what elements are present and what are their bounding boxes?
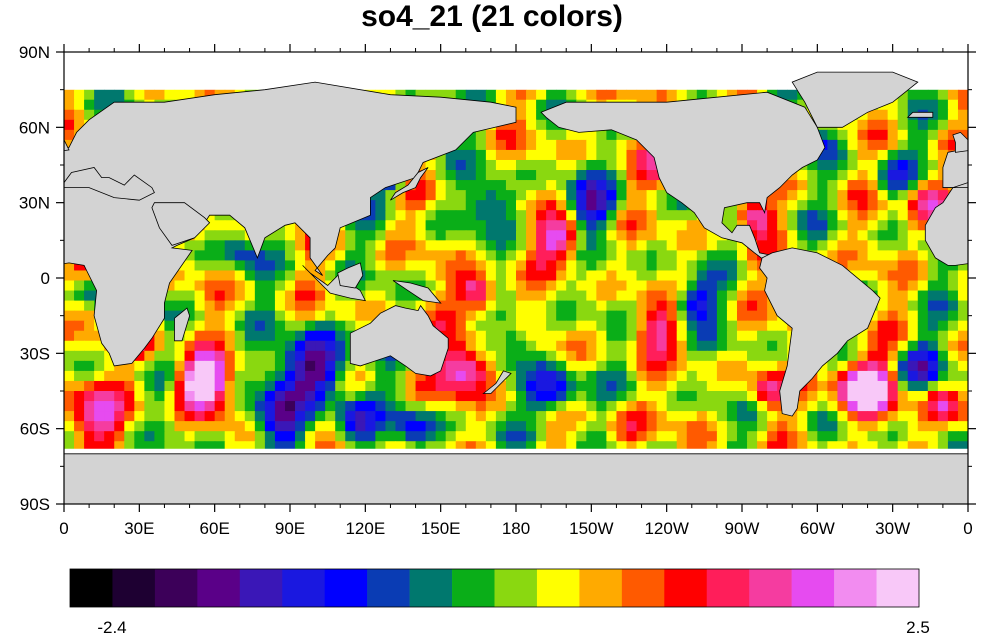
- land-iceland: [4, 112, 29, 117]
- land-borneo: [337, 262, 364, 289]
- colorbar: -2.4 2.5: [69, 568, 930, 634]
- land-uk: [64, 139, 70, 152]
- lat-label: 30S: [20, 344, 50, 363]
- colorbar-swatch: [154, 569, 198, 607]
- land-europe-patch: [64, 167, 155, 201]
- land-antarctica: [967, 453, 968, 504]
- land-north-america: [540, 91, 826, 261]
- lon-label: 0: [963, 519, 972, 538]
- lon-ticks: 0 30E 60E 90E 120E 150E 180 150W 120W 90W 60W 30W 0: [59, 44, 973, 538]
- land-africa-europe-asia: [64, 81, 517, 367]
- colorbar-swatch: [876, 569, 920, 607]
- colorbar-min-label: -2.4: [97, 618, 126, 634]
- colorbar-frame: [69, 568, 920, 608]
- colorbar-swatch: [834, 569, 877, 607]
- lat-label: 90S: [20, 495, 50, 514]
- lon-label: 60E: [200, 519, 230, 538]
- lon-label: 180: [502, 519, 530, 538]
- land-antarctica: [64, 453, 968, 504]
- colorbar-swatch: [536, 569, 580, 607]
- colorbar-swatch: [791, 569, 835, 607]
- colorbar-swatch: [579, 569, 623, 607]
- land-arabia-gap: [151, 202, 211, 246]
- colorbar-max-label: 2.5: [906, 618, 930, 634]
- colorbar-swatch: [621, 569, 665, 607]
- colorbar-swatch: [494, 569, 538, 607]
- land-australia: [349, 304, 449, 377]
- colorbar-swatch: [367, 569, 410, 607]
- lon-label: 120W: [644, 519, 688, 538]
- colorbar-swatch: [409, 569, 453, 607]
- colorbar-swatch: [452, 569, 495, 607]
- land-layer: [0, 71, 968, 504]
- lat-ticks: 90N 60N 30N 0 30S 60S 90S: [19, 43, 976, 514]
- lat-label: 60S: [20, 420, 50, 439]
- colorbar-swatch: [197, 569, 241, 607]
- lon-label: 120E: [345, 519, 385, 538]
- land-africa-europe-asia: [924, 147, 968, 266]
- land-south-america: [759, 247, 881, 417]
- plot-title: so4_21 (21 colors): [361, 0, 623, 33]
- colorbar-swatch: [664, 569, 708, 607]
- lon-label: 30W: [875, 519, 910, 538]
- lat-label: 90N: [19, 43, 50, 62]
- lon-label: 90E: [275, 519, 305, 538]
- land-new-zealand: [482, 370, 512, 394]
- colorbar-swatch: [70, 569, 113, 607]
- lon-label: 0: [59, 519, 68, 538]
- land-new-guinea: [392, 280, 442, 304]
- lon-label: 60W: [800, 519, 835, 538]
- colorbar-swatch: [239, 569, 283, 607]
- lon-label: 150W: [569, 519, 613, 538]
- land-uk: [952, 131, 968, 153]
- colorbar-swatch: [749, 569, 792, 607]
- land-greenland: [0, 72, 14, 127]
- land-madagascar: [174, 307, 191, 342]
- lat-label: 0: [41, 269, 50, 288]
- land-europe-patch: [942, 181, 968, 188]
- colorbar-swatch: [282, 569, 325, 607]
- land-greenland: [791, 71, 919, 128]
- colorbar-swatch: [706, 569, 750, 607]
- lat-label: 60N: [19, 118, 50, 137]
- colorbar-swatch: [112, 569, 156, 607]
- lon-label: 150E: [421, 519, 461, 538]
- lon-label: 30E: [124, 519, 154, 538]
- land-japan: [390, 167, 429, 201]
- land-iceland: [906, 111, 934, 118]
- colorbar-swatch: [324, 569, 368, 607]
- lon-label: 90W: [725, 519, 760, 538]
- lat-label: 30N: [19, 194, 50, 213]
